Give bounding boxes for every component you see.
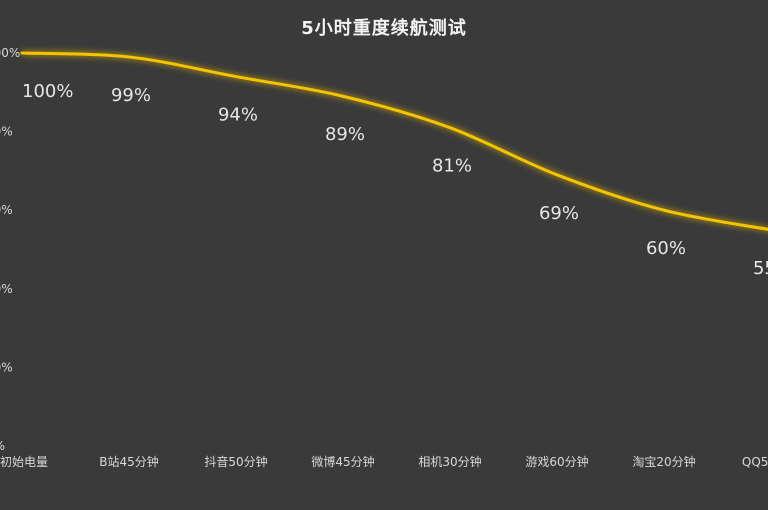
series-line-glow: [21, 50, 768, 233]
data-label: 94%: [218, 105, 258, 126]
series-line: [20, 51, 768, 231]
x-tick-label: 游戏60分钟: [525, 454, 588, 469]
y-tick-label: 20%: [0, 360, 13, 374]
chart-title: 5小时重度续航测试: [301, 18, 467, 39]
x-tick-label: QQ50分钟: [742, 454, 768, 469]
data-label: 89%: [325, 124, 365, 145]
y-tick-label: 60%: [0, 203, 13, 217]
y-tick-label: 100%: [0, 46, 20, 60]
x-tick-label: 微博45分钟: [311, 454, 374, 469]
data-label: 55%: [753, 258, 768, 279]
x-tick-label: 淘宝20分钟: [632, 454, 695, 469]
x-tick-label: B站45分钟: [99, 454, 159, 469]
data-label: 99%: [111, 85, 151, 106]
x-tick-label: 抖音50分钟: [204, 454, 267, 469]
data-label: 100%: [22, 81, 73, 102]
x-tick-label: 相机30分钟: [418, 454, 481, 469]
data-label: 69%: [539, 203, 579, 224]
y-tick-label: 40%: [0, 282, 13, 296]
data-label: 60%: [646, 238, 686, 259]
y-tick-label: 0%: [0, 439, 5, 453]
x-tick-label: 初始电量: [0, 455, 48, 469]
data-label: 81%: [432, 156, 472, 177]
y-tick-label: 80%: [0, 125, 13, 139]
